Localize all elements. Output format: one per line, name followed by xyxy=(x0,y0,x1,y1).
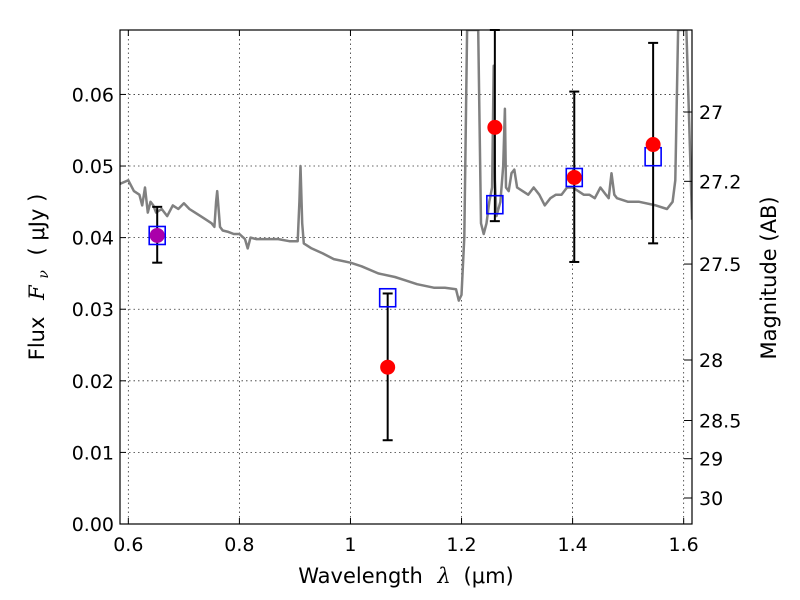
y-tick-label: 0.01 xyxy=(72,442,114,464)
model-photometry-square xyxy=(565,167,584,188)
y2-tick-label: 29 xyxy=(699,449,723,471)
y-tick-label: 0.00 xyxy=(72,514,114,536)
y2-tick-label: 30 xyxy=(699,488,723,510)
errorbar-layer xyxy=(152,29,659,442)
x-tick-label: 1.4 xyxy=(557,534,587,556)
x-tick-label: 0.6 xyxy=(113,534,143,556)
y2-tick-label: 27 xyxy=(699,102,723,124)
y2-tick-label: 28.5 xyxy=(699,411,741,433)
observed-photometry-point xyxy=(380,359,396,375)
observed-photometry-point xyxy=(566,169,582,185)
y2-tick-label: 27.5 xyxy=(699,254,741,276)
grid xyxy=(120,30,692,525)
x-tick-label: 0.8 xyxy=(224,534,254,556)
y-tick-label: 0.06 xyxy=(72,84,114,106)
y-tick-label: 0.04 xyxy=(72,228,114,250)
y2-axis-label: Magnitude (AB) xyxy=(757,196,781,359)
marker-layer xyxy=(148,119,662,375)
x-axis-label: Wavelength λ (μm) xyxy=(298,564,513,588)
x-tick-label: 1 xyxy=(344,534,356,556)
y-tick-label: 0.05 xyxy=(72,156,114,178)
plot-frame xyxy=(119,29,693,525)
model-photometry-square xyxy=(486,194,504,215)
model-photometry-square xyxy=(378,287,397,308)
y2-tick-label: 27.2 xyxy=(699,171,741,193)
x-tick-label: 1.6 xyxy=(669,534,699,556)
axes xyxy=(119,29,693,525)
model-photometry-square xyxy=(148,225,167,246)
y-axis-label: Flux F ν ( μJy ) xyxy=(25,194,53,361)
x-tick-label: 1.2 xyxy=(446,534,476,556)
observed-photometry-point xyxy=(487,119,503,135)
tick-labels: 0.6 0.8 1 1.2 1.4 1.6 0.00 0.01 0.02 0.03 0.04 0.05… xyxy=(72,84,742,556)
y-tick-label: 0.02 xyxy=(72,371,114,393)
observed-photometry-point xyxy=(645,137,661,153)
y2-tick-label: 28 xyxy=(699,350,723,372)
observed-photometry-point xyxy=(149,227,165,243)
spectrum-layer xyxy=(120,30,692,302)
y-tick-label: 0.03 xyxy=(72,299,114,321)
spectrum-line xyxy=(120,30,692,302)
